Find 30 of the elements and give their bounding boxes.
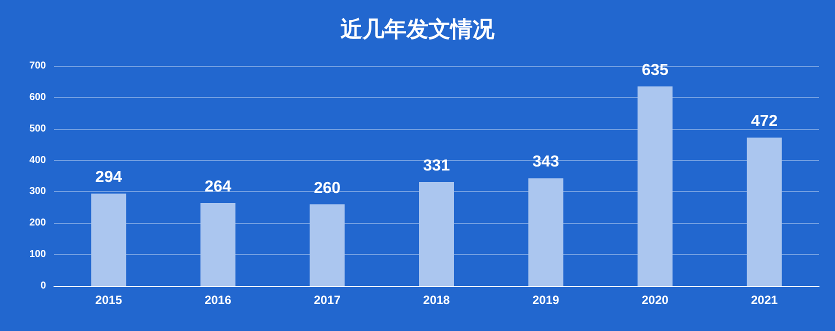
x-tick-label: 2017	[314, 293, 341, 307]
data-label: 343	[532, 154, 560, 171]
y-tick-label: 300	[29, 186, 46, 198]
y-tick-label: 100	[29, 249, 46, 260]
data-label: 260	[314, 180, 341, 197]
y-tick-label: 0	[40, 280, 46, 292]
data-label: 331	[423, 157, 450, 174]
bar	[528, 178, 564, 286]
bar	[200, 203, 236, 286]
bar	[91, 194, 126, 286]
y-tick-label: 600	[29, 92, 46, 103]
data-label: 635	[642, 62, 669, 79]
y-tick-label: 200	[29, 218, 46, 229]
bar	[310, 204, 345, 286]
data-label: 472	[751, 113, 778, 130]
x-tick-label: 2019	[532, 293, 560, 307]
x-tick-label: 2020	[642, 293, 669, 307]
x-tick-label: 2015	[95, 293, 122, 307]
y-tick-label: 400	[29, 154, 46, 166]
x-tick-label: 2016	[204, 293, 232, 307]
data-label: 294	[95, 169, 122, 186]
y-tick-label: 700	[29, 60, 46, 72]
bar	[638, 86, 673, 286]
bar	[419, 182, 454, 286]
x-tick-label: 2021	[751, 293, 778, 307]
x-tick-label: 2018	[423, 293, 450, 307]
bar	[746, 138, 782, 286]
data-label: 264	[204, 178, 232, 196]
y-tick-label: 500	[29, 123, 46, 134]
chart-title: 近几年发文情况	[340, 16, 496, 42]
